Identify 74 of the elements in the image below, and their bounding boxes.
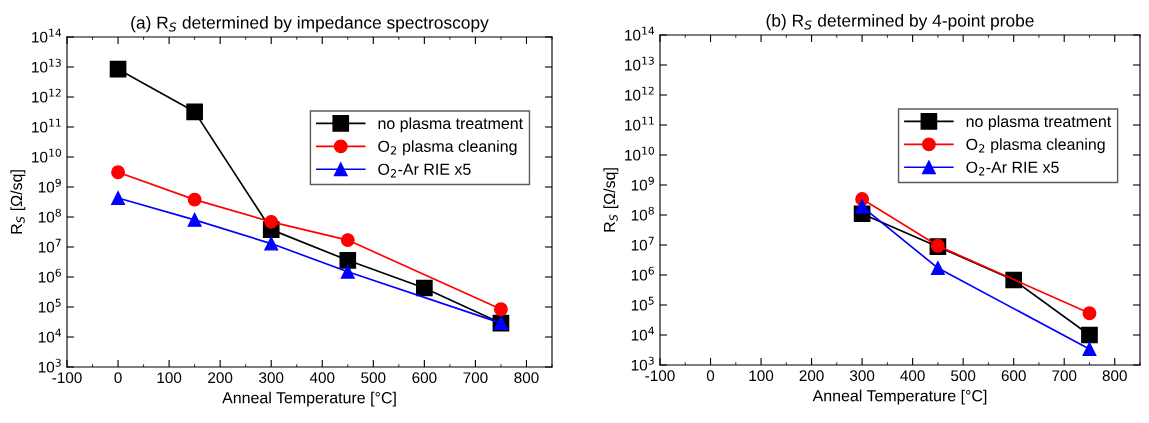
y-tick-label: 10$^{11}$: [32, 118, 61, 133]
point: [494, 302, 508, 317]
x-tick-label: -100: [645, 370, 675, 382]
x-tick-label: 700: [463, 372, 488, 384]
x-tick-label: 800: [1102, 370, 1127, 382]
x-tick-label: 400: [900, 370, 925, 382]
y-tick-label: 10$^{3}$: [38, 358, 61, 373]
x-tick-label: 600: [412, 372, 437, 384]
point: [187, 212, 202, 227]
point: [1081, 326, 1098, 344]
legend-label: no plasma treatment: [966, 115, 1112, 131]
y-tick-label: 10$^{11}$: [625, 116, 654, 131]
x-tick-label: 0: [114, 372, 122, 384]
x-tick-label: 100: [749, 370, 774, 382]
y-tick-label: 10$^{7}$: [631, 236, 654, 251]
x-tick-label: 100: [157, 372, 182, 384]
y-axis-title: R$_{S}$ [Ω/sq]: [603, 168, 619, 232]
point: [187, 192, 202, 207]
legend-label: O$_{2}$-Ar RIE x5: [378, 163, 471, 178]
point: [339, 251, 357, 269]
x-tick-label: 500: [361, 372, 386, 384]
point: [111, 191, 125, 205]
legend-label: no plasma treatment: [378, 117, 523, 133]
point: [186, 103, 203, 121]
x-tick-label: 200: [799, 370, 824, 382]
x-tick-label: 600: [1001, 370, 1026, 382]
point: [264, 236, 279, 251]
y-tick-label: 10$^{12}$: [32, 88, 61, 103]
x-tick-label: 300: [259, 372, 284, 384]
y-tick-label: 10$^{12}$: [625, 86, 654, 101]
legend-label: O$_{2}$ plasma cleaning: [966, 138, 1105, 154]
y-tick-label: 10$^{8}$: [631, 206, 654, 221]
x-tick-label: 800: [514, 372, 539, 384]
point: [1082, 342, 1097, 357]
point: [340, 233, 355, 248]
point: [340, 264, 355, 279]
y-tick-label: 10$^{3}$: [631, 356, 654, 371]
chart-title: (b) R$_{S}$ determined by 4-point probe: [766, 13, 1034, 31]
y-tick-label: 10$^{10}$: [625, 146, 655, 161]
legend-label: O$_{2}$-Ar RIE x5: [966, 161, 1059, 176]
y-tick-label: 10$^{4}$: [38, 328, 62, 343]
x-tick-label: 500: [951, 370, 976, 382]
legend-label: O$_{2}$ plasma cleaning: [378, 140, 517, 156]
y-tick-label: 10$^{7}$: [38, 238, 61, 253]
y-tick-label: 10$^{5}$: [631, 296, 654, 311]
x-tick-label: -100: [52, 372, 82, 384]
y-tick-label: 10$^{8}$: [38, 208, 61, 223]
x-axis-title: Anneal Temperature [°C]: [812, 389, 987, 405]
point: [1082, 306, 1097, 321]
y-tick-label: 10$^{13}$: [32, 58, 61, 73]
y-tick-label: 10$^{14}$: [625, 26, 655, 41]
x-tick-label: 700: [1052, 370, 1077, 382]
x-tick-label: 0: [706, 370, 715, 382]
y-tick-label: 10$^{5}$: [38, 298, 61, 313]
x-tick-label: 300: [849, 370, 875, 382]
y-tick-label: 10$^{13}$: [625, 56, 654, 71]
point: [855, 199, 870, 214]
y-tick-label: 10$^{10}$: [32, 148, 62, 163]
chart-title: (a) R$_{S}$ determined by impedance spectroscopy: [131, 15, 489, 33]
y-tick-label: 10$^{6}$: [38, 268, 61, 283]
y-tick-label: 10$^{9}$: [631, 176, 654, 191]
point: [109, 60, 127, 78]
point: [264, 214, 279, 229]
y-tick-label: 10$^{4}$: [631, 326, 655, 341]
x-tick-label: 400: [309, 372, 335, 384]
x-tick-label: 200: [208, 372, 233, 384]
point: [930, 261, 945, 276]
y-tick-label: 10$^{14}$: [32, 28, 62, 43]
y-axis-title: R$_{S}$ [Ω/sq]: [10, 170, 26, 234]
y-tick-label: 10$^{6}$: [631, 266, 654, 281]
x-axis-title: Anneal Temperature [°C]: [222, 391, 396, 407]
point: [111, 165, 125, 180]
point: [416, 279, 433, 297]
y-tick-label: 10$^{9}$: [38, 178, 61, 193]
